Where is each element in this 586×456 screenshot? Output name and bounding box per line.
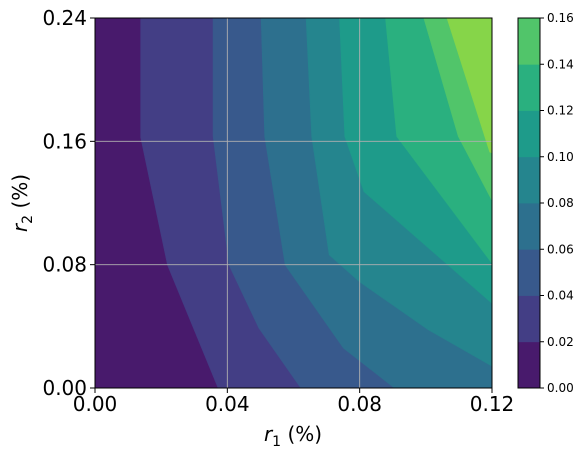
colorbar-tick-label: 0.12: [547, 104, 574, 118]
colorbar-tick-label: 0.04: [547, 289, 574, 303]
y-tick-label: 0.24: [42, 6, 87, 30]
contour-band-0.16: [446, 18, 492, 154]
x-ticks: 0.00 0.04 0.08 0.12: [73, 388, 515, 416]
colorbar-segment: [518, 249, 540, 296]
colorbar-tick-label: 0.14: [547, 57, 574, 71]
colorbar-segment: [518, 203, 540, 250]
plot-frame: [94, 17, 493, 389]
colorbar: 0.00 0.02 0.04 0.06 0.08 0.10 0.12 0.14 0.16: [517, 11, 574, 395]
y-tick-label: 0.08: [42, 253, 87, 277]
x-tick-label: 0.12: [470, 392, 515, 416]
colorbar-segment: [518, 295, 540, 343]
x-tick-label: 0.04: [205, 392, 250, 416]
colorbar-tick-label: 0.02: [547, 335, 574, 349]
colorbar-tick-label: 0.16: [547, 11, 574, 25]
colorbar-tick-label: 0.00: [547, 381, 574, 395]
y-axis-label: r2 (%): [8, 174, 36, 232]
x-tick-label: 0.00: [73, 392, 118, 416]
colorbar-tick-label: 0.08: [547, 196, 574, 210]
x-axis-label: r1 (%): [264, 422, 322, 450]
colorbar-tick-label: 0.06: [547, 242, 574, 256]
x-tick-label: 0.08: [337, 392, 382, 416]
y-tick-label: 0.16: [42, 129, 87, 153]
colorbar-segment: [518, 156, 540, 204]
colorbar-segment: [518, 64, 540, 111]
y-ticks: 0.00 0.08 0.16 0.24: [42, 6, 95, 400]
colorbar-segment: [518, 110, 540, 158]
colorbar-segment: [518, 18, 540, 65]
contour-bands: [95, 18, 492, 388]
y-tick-label: 0.00: [42, 376, 87, 400]
colorbar-segment: [518, 341, 540, 389]
colorbar-tick-label: 0.10: [547, 150, 574, 164]
